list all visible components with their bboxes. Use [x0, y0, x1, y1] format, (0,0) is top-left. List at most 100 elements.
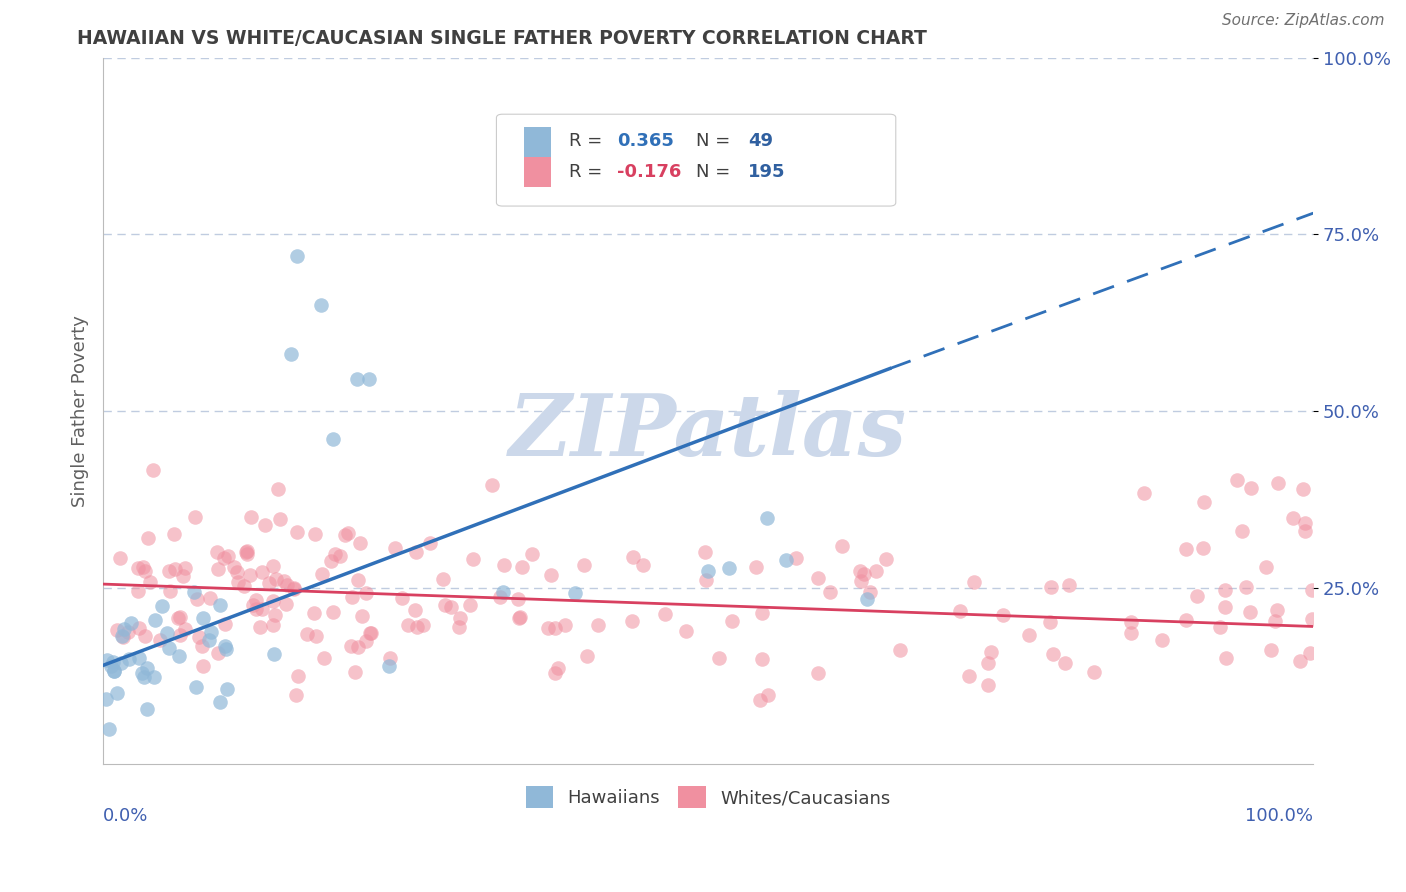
Point [333, 527, 356, 541]
Point [212, 551, 235, 566]
Point [128, 651, 150, 665]
Point [174, 622, 197, 636]
Point [156, 626, 179, 640]
Point [449, 611, 471, 625]
Point [254, 518, 277, 533]
Point [1121, 625, 1143, 640]
Legend: Hawaiians, Whites/Caucasians: Hawaiians, Whites/Caucasians [519, 779, 897, 815]
Point [304, 606, 326, 620]
Text: N =: N = [696, 163, 737, 181]
Point [214, 617, 236, 632]
Point [276, 597, 298, 611]
Point [132, 560, 155, 574]
Point [756, 688, 779, 702]
Point [586, 617, 609, 632]
Point [875, 552, 897, 566]
Point [564, 586, 586, 600]
Text: 0.0%: 0.0% [103, 806, 149, 825]
Y-axis label: Single Father Poverty: Single Father Poverty [72, 315, 89, 507]
Point [245, 601, 267, 615]
Point [217, 682, 239, 697]
Point [112, 630, 135, 644]
Point [142, 463, 165, 477]
Point [127, 584, 149, 599]
Point [110, 657, 132, 671]
Point [1292, 482, 1315, 496]
Point [218, 549, 240, 564]
Point [236, 547, 259, 561]
Text: 0.365: 0.365 [617, 132, 675, 150]
Point [285, 688, 308, 702]
Point [745, 560, 768, 574]
Point [226, 574, 249, 589]
Text: 100.0%: 100.0% [1246, 806, 1313, 825]
Point [1040, 580, 1063, 594]
Point [405, 545, 427, 559]
Point [352, 608, 374, 623]
Point [283, 581, 305, 595]
Point [849, 564, 872, 578]
Point [963, 575, 986, 590]
Point [419, 535, 441, 549]
Point [167, 611, 190, 625]
Point [304, 527, 326, 541]
Point [977, 677, 1000, 691]
Point [1267, 603, 1289, 617]
Point [174, 561, 197, 575]
Point [1254, 560, 1277, 574]
Point [103, 665, 125, 679]
Point [103, 664, 125, 678]
Point [509, 610, 531, 624]
Point [751, 606, 773, 620]
Point [321, 554, 343, 568]
Point [183, 585, 205, 599]
Point [347, 573, 370, 587]
Point [547, 660, 569, 674]
Point [186, 592, 208, 607]
Point [1121, 615, 1143, 629]
Point [239, 568, 262, 582]
Point [359, 372, 381, 386]
Point [991, 608, 1014, 623]
Point [1213, 599, 1236, 614]
Point [447, 620, 470, 634]
Point [134, 564, 156, 578]
Point [1150, 632, 1173, 647]
Point [100, 658, 122, 673]
Point [340, 640, 363, 654]
Point [1053, 657, 1076, 671]
Point [1018, 628, 1040, 642]
Point [245, 592, 267, 607]
Point [135, 702, 157, 716]
Point [807, 571, 830, 585]
Point [1234, 580, 1257, 594]
Point [191, 639, 214, 653]
Point [264, 608, 287, 623]
Point [198, 633, 221, 648]
Point [631, 558, 654, 573]
Point [406, 620, 429, 634]
Point [136, 661, 159, 675]
Point [285, 248, 308, 262]
Point [187, 630, 209, 644]
Point [134, 629, 156, 643]
Point [510, 559, 533, 574]
Point [131, 665, 153, 680]
Text: ZIPatlas: ZIPatlas [509, 391, 907, 474]
Point [1057, 577, 1080, 591]
Point [1260, 643, 1282, 657]
Point [329, 549, 352, 564]
Point [169, 649, 191, 664]
Point [200, 591, 222, 606]
Point [112, 622, 135, 636]
Point [977, 657, 1000, 671]
Point [132, 670, 155, 684]
Point [169, 628, 191, 642]
Point [818, 585, 841, 599]
Point [1301, 611, 1323, 625]
Point [432, 572, 454, 586]
Point [849, 574, 872, 589]
Point [262, 559, 284, 574]
Point [359, 626, 381, 640]
Point [266, 572, 288, 586]
